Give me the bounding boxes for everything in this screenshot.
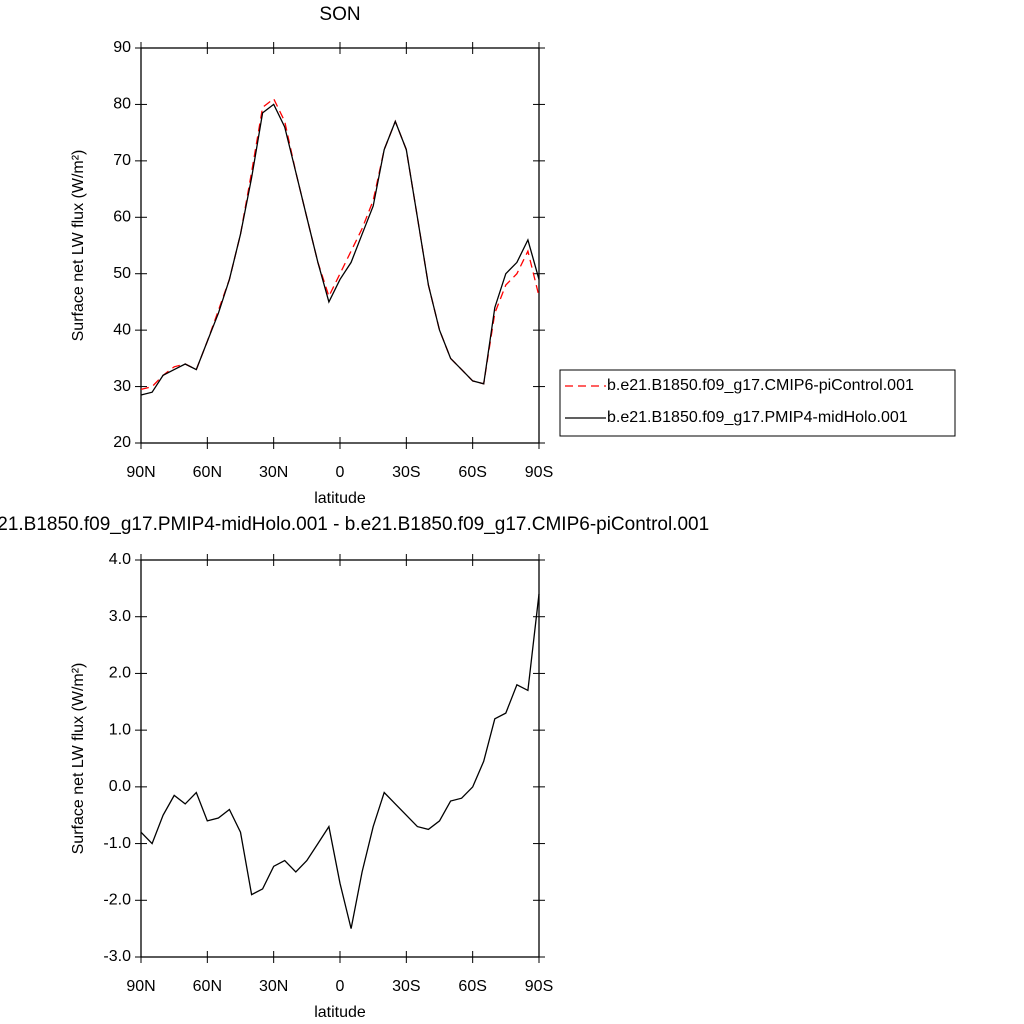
x-tick-label: 0	[336, 464, 345, 481]
y-tick-label: -3.0	[103, 948, 131, 965]
chart-title: SON	[319, 4, 360, 25]
y-axis-label: Surface net LW flux (W/m²)	[70, 663, 87, 855]
x-axis-label: latitude	[314, 1004, 366, 1021]
legend-label: b.e21.B1850.f09_g17.PMIP4-midHolo.001	[607, 409, 908, 426]
y-tick-label: 70	[113, 152, 131, 169]
y-tick-label: 60	[113, 209, 131, 226]
chart-title: b.e21.B1850.f09_g17.PMIP4-midHolo.001 - …	[0, 514, 709, 535]
legend-label: b.e21.B1850.f09_g17.CMIP6-piControl.001	[607, 377, 914, 394]
x-tick-label: 60S	[458, 464, 486, 481]
x-tick-label: 90S	[525, 978, 553, 995]
x-tick-label: 60N	[193, 464, 222, 481]
plot-frame	[140, 47, 540, 444]
series-line	[140, 103, 540, 396]
series-line	[140, 593, 540, 929]
x-tick-label: 30S	[392, 978, 420, 995]
y-tick-label: 30	[113, 378, 131, 395]
y-tick-label: 40	[113, 321, 131, 338]
x-axis-label: latitude	[314, 490, 366, 507]
y-tick-label: 2.0	[109, 665, 131, 682]
y-tick-label: 90	[113, 39, 131, 56]
plot-frame	[140, 559, 540, 958]
y-tick-label: 50	[113, 265, 131, 282]
y-tick-label: -1.0	[103, 835, 131, 852]
series-line	[140, 97, 540, 391]
x-tick-label: 90N	[126, 464, 155, 481]
y-tick-label: -2.0	[103, 892, 131, 909]
legend-box	[559, 369, 956, 437]
x-tick-label: 90N	[126, 978, 155, 995]
y-tick-label: 4.0	[109, 551, 131, 568]
x-tick-label: 60N	[193, 978, 222, 995]
x-tick-label: 90S	[525, 464, 553, 481]
y-axis-label: Surface net LW flux (W/m²)	[70, 150, 87, 342]
x-tick-label: 60S	[458, 978, 486, 995]
x-tick-label: 0	[336, 978, 345, 995]
x-tick-label: 30N	[259, 464, 288, 481]
x-tick-label: 30S	[392, 464, 420, 481]
x-tick-label: 30N	[259, 978, 288, 995]
y-tick-label: 1.0	[109, 721, 131, 738]
y-tick-label: 80	[113, 96, 131, 113]
y-tick-label: 20	[113, 434, 131, 451]
y-tick-label: 0.0	[109, 778, 131, 795]
y-tick-label: 3.0	[109, 608, 131, 625]
